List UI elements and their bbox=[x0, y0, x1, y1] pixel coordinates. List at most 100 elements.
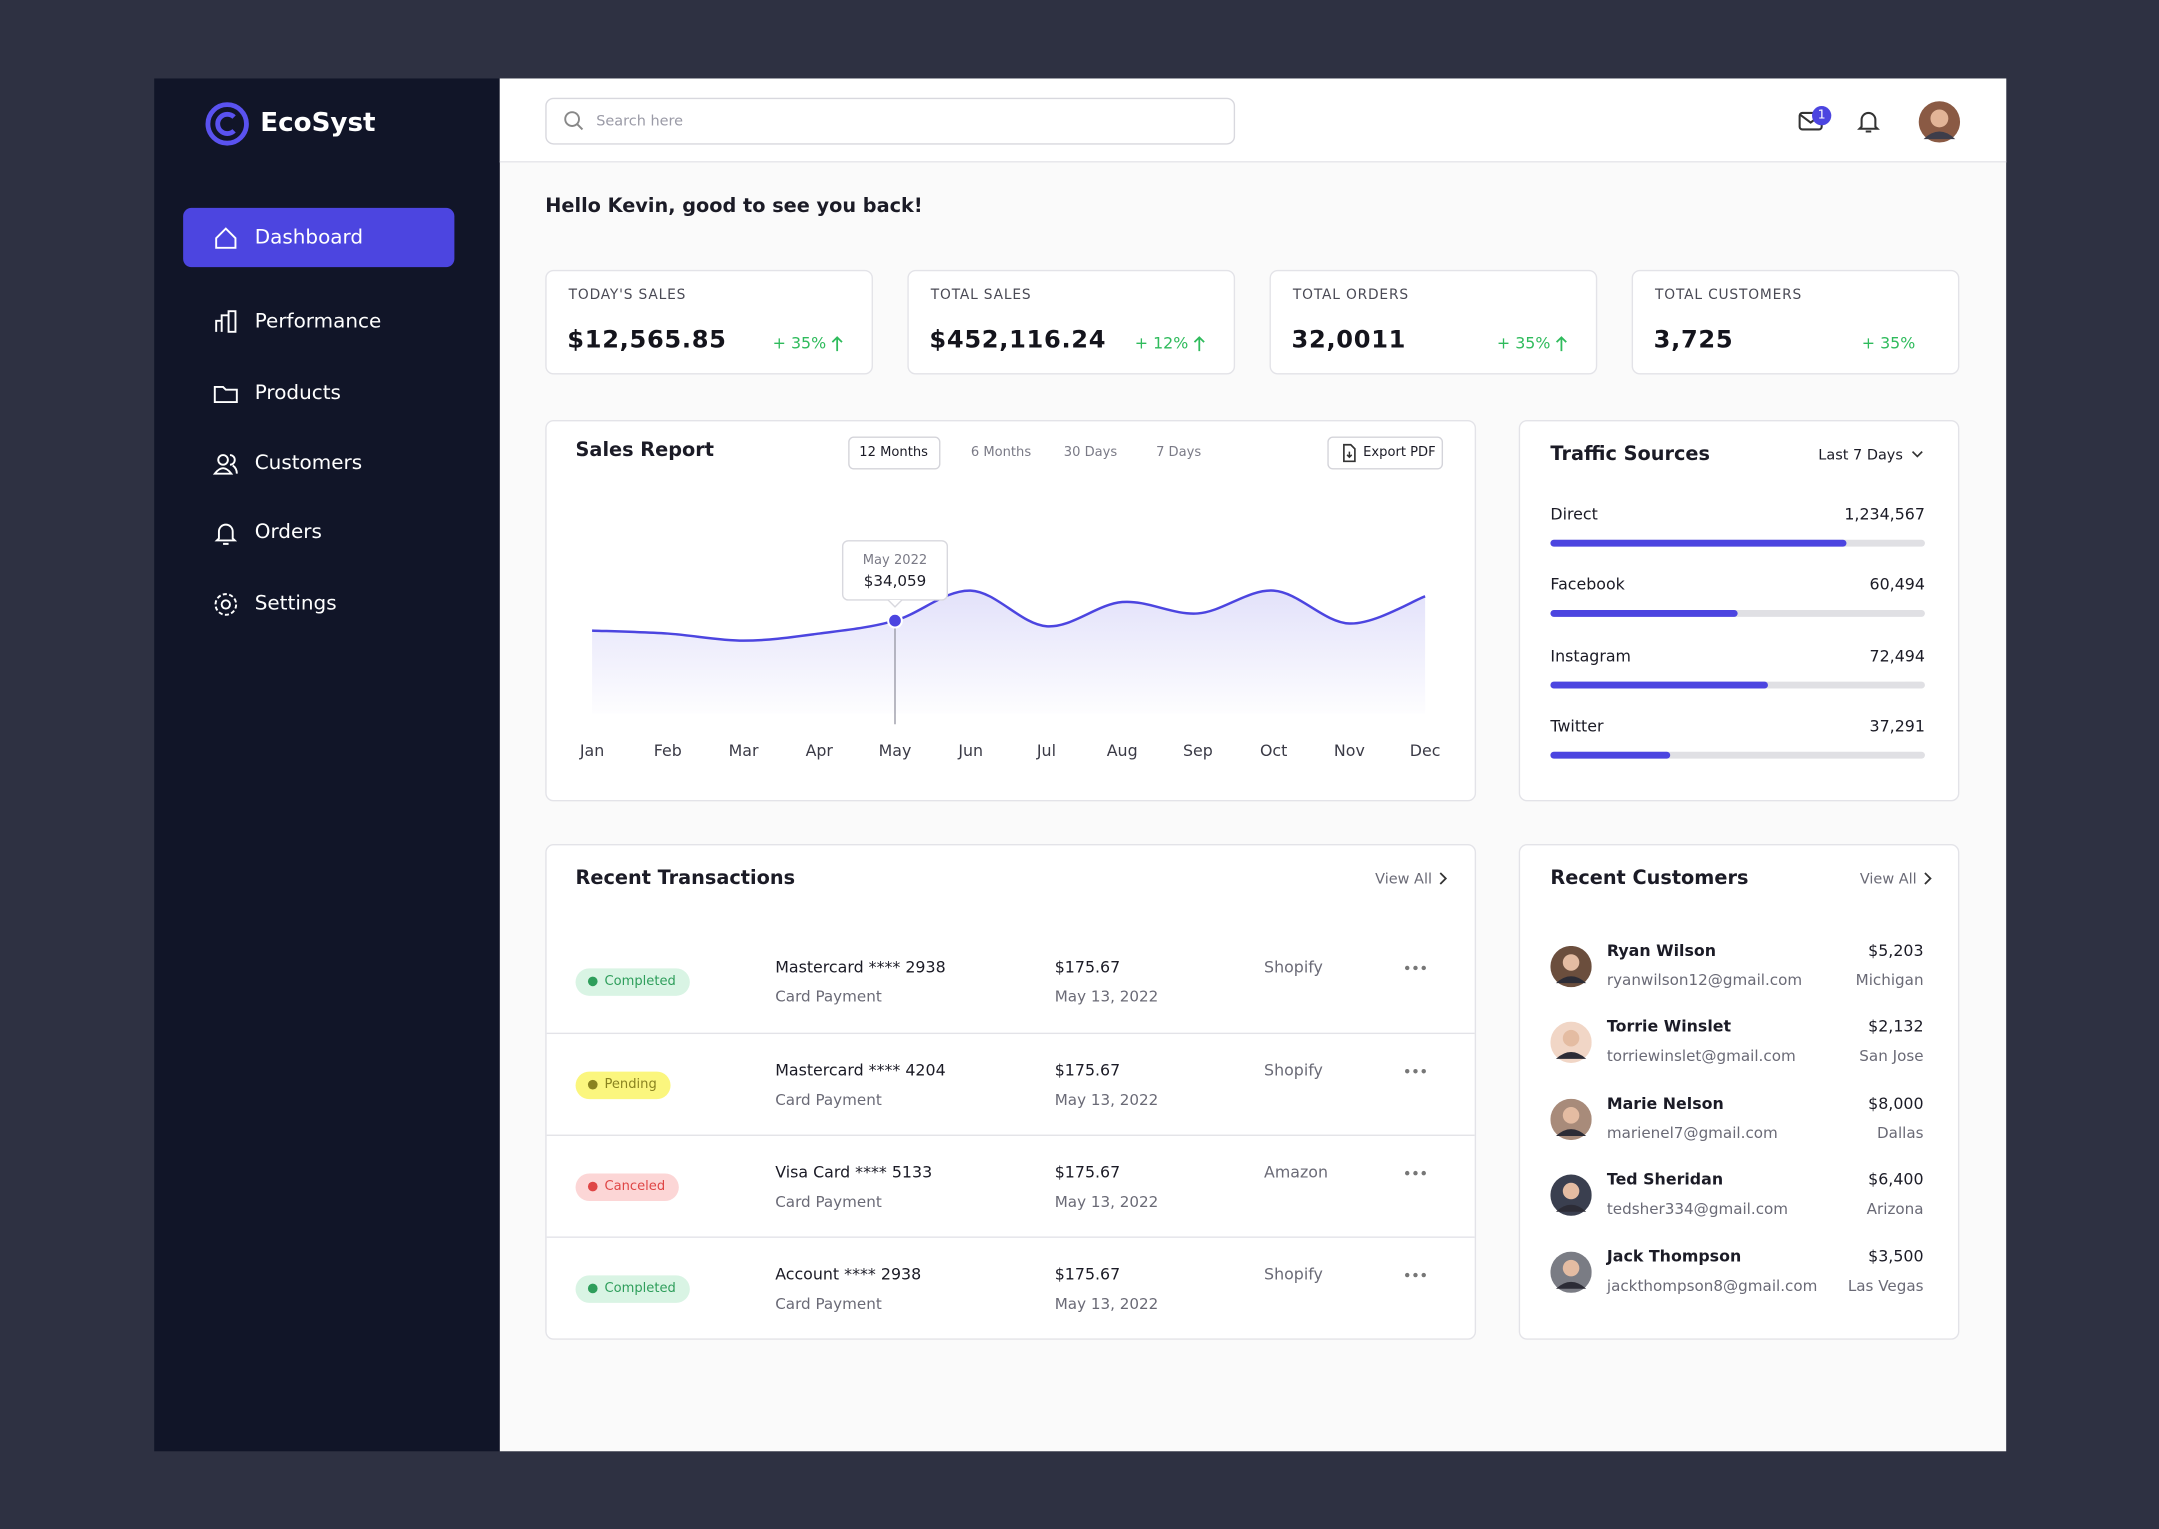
sidebar bbox=[154, 78, 500, 1452]
payment-method: Mastercard **** 2938 bbox=[775, 957, 946, 977]
more-menu[interactable] bbox=[1403, 1169, 1428, 1177]
range-tab[interactable]: 7 Days bbox=[1156, 445, 1202, 461]
greeting: Hello Kevin, good to see you back! bbox=[545, 195, 923, 218]
brand: EcoSyst bbox=[260, 107, 376, 138]
x-tick-label: Jan bbox=[579, 741, 604, 760]
customer-amount: $3,500 bbox=[1868, 1246, 1924, 1266]
user-avatar[interactable] bbox=[1918, 101, 1961, 144]
customer-avatar bbox=[1550, 1174, 1592, 1216]
search-box[interactable] bbox=[545, 97, 1236, 145]
stat-value: $452,116.24 bbox=[929, 326, 1107, 355]
x-tick-label: Jun bbox=[957, 741, 983, 760]
view-all[interactable]: View All bbox=[1859, 871, 1917, 888]
stat-value: $12,565.85 bbox=[567, 326, 727, 355]
view-all[interactable]: View All bbox=[1375, 871, 1432, 888]
stat-card bbox=[907, 269, 1236, 375]
sales-area bbox=[592, 590, 1426, 714]
sales-chart: Jan Feb Mar Apr May Jun Jul Aug Sep Oct Nov Dec May … bbox=[579, 540, 1440, 760]
customer-amount: $2,132 bbox=[1868, 1016, 1924, 1036]
nav-icon bbox=[213, 385, 238, 404]
x-tick-label: Sep bbox=[1183, 741, 1213, 760]
source-value: 60,494 bbox=[1869, 574, 1925, 594]
stat-change: + 35% bbox=[1496, 333, 1551, 353]
range-tab-active[interactable] bbox=[848, 436, 941, 470]
export-label: Export PDF bbox=[1363, 445, 1436, 461]
status-pill: Pending bbox=[575, 1071, 671, 1099]
more-menu[interactable] bbox=[1403, 964, 1428, 972]
nav-item[interactable]: Products bbox=[254, 382, 341, 405]
nav-item[interactable]: Dashboard bbox=[254, 226, 364, 249]
sales-line bbox=[592, 589, 1426, 642]
stat-card bbox=[545, 269, 873, 375]
nav-item[interactable]: Orders bbox=[254, 521, 322, 544]
nav-item[interactable]: Customers bbox=[254, 452, 363, 475]
more-menu[interactable] bbox=[1403, 1067, 1428, 1075]
source-name: Facebook bbox=[1550, 574, 1625, 594]
bell-icon[interactable] bbox=[1855, 107, 1883, 135]
payment-type: Card Payment bbox=[775, 1294, 882, 1313]
bar-fill bbox=[1550, 751, 1671, 759]
stat-label: TOTAL SALES bbox=[930, 287, 1032, 303]
bar-track bbox=[1550, 609, 1925, 617]
payment-method: Account **** 2938 bbox=[775, 1264, 922, 1284]
customer-location: Arizona bbox=[1866, 1199, 1924, 1218]
stat-change: + 35% bbox=[1861, 333, 1916, 353]
date: May 13, 2022 bbox=[1054, 1294, 1159, 1313]
transactions-panel bbox=[545, 844, 1477, 1340]
export-button[interactable] bbox=[1327, 436, 1444, 470]
customer-email: marienel7@gmail.com bbox=[1606, 1124, 1778, 1143]
payment-type: Card Payment bbox=[775, 987, 882, 1006]
date: May 13, 2022 bbox=[1054, 1091, 1159, 1110]
stat-change: + 35% bbox=[772, 333, 827, 353]
bar-fill bbox=[1550, 609, 1738, 617]
nav-icon bbox=[215, 227, 237, 249]
customer-avatar bbox=[1550, 945, 1592, 988]
date: May 13, 2022 bbox=[1054, 987, 1159, 1006]
source-name: Direct bbox=[1550, 504, 1598, 524]
range-tab[interactable]: 12 Months bbox=[859, 445, 928, 461]
amount: $175.67 bbox=[1054, 1162, 1121, 1182]
source-name: Twitter bbox=[1550, 716, 1604, 736]
nav-active-bg[interactable] bbox=[183, 207, 455, 268]
nav-icon bbox=[214, 593, 238, 616]
customer-avatar bbox=[1550, 1251, 1592, 1293]
customer-name: Jack Thompson bbox=[1606, 1246, 1742, 1266]
status-dot bbox=[587, 1283, 598, 1294]
chevron-right bbox=[1439, 872, 1448, 885]
customer-email: jackthompson8@gmail.com bbox=[1606, 1277, 1818, 1295]
status-pill: Completed bbox=[575, 1275, 690, 1303]
customer-name: Ted Sheridan bbox=[1606, 1169, 1724, 1189]
stat-card bbox=[1269, 269, 1598, 375]
nav-item[interactable]: Performance bbox=[254, 310, 382, 333]
row-divider bbox=[546, 1134, 1475, 1136]
customer-amount: $8,000 bbox=[1868, 1093, 1924, 1113]
logo-icon bbox=[205, 102, 249, 146]
amount: $175.67 bbox=[1054, 1060, 1121, 1080]
notification-badge: 1 bbox=[1812, 106, 1832, 126]
trend-arrow bbox=[1193, 336, 1205, 352]
panel-title: Traffic Sources bbox=[1550, 443, 1710, 466]
tooltip-box bbox=[841, 540, 949, 601]
nav-icon bbox=[214, 523, 238, 545]
stat-value: 3,725 bbox=[1653, 326, 1734, 355]
more-menu[interactable] bbox=[1403, 1271, 1428, 1279]
search-icon bbox=[564, 111, 584, 131]
nav-item[interactable]: Settings bbox=[254, 593, 337, 616]
range-tab[interactable]: 6 Months bbox=[970, 445, 1032, 461]
chevron-down bbox=[1911, 451, 1923, 458]
customer-location: San Jose bbox=[1859, 1047, 1924, 1066]
x-tick-label: May bbox=[879, 741, 912, 760]
panel-title: Recent Transactions bbox=[575, 867, 796, 890]
bar-fill bbox=[1550, 539, 1847, 547]
row-divider bbox=[546, 1032, 1475, 1035]
status-dot bbox=[587, 1080, 598, 1090]
source-value: 72,494 bbox=[1869, 646, 1925, 666]
range-tab[interactable]: 30 Days bbox=[1063, 445, 1118, 461]
payment-method: Visa Card **** 5133 bbox=[775, 1162, 933, 1182]
x-tick-label: Oct bbox=[1260, 741, 1287, 760]
trend-arrow bbox=[831, 336, 843, 352]
period-select[interactable]: Last 7 Days bbox=[1818, 447, 1903, 464]
store: Shopify bbox=[1264, 1264, 1323, 1284]
tooltip-label: May 2022 bbox=[863, 553, 927, 568]
